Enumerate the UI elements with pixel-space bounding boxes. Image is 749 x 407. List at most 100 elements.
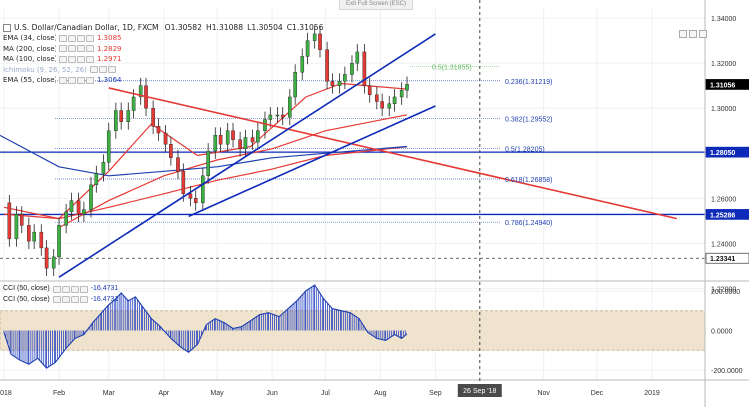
candle-body xyxy=(64,211,68,226)
more-icon[interactable] xyxy=(79,296,88,304)
more-icon[interactable] xyxy=(86,55,94,63)
cci-legend-row[interactable]: CCI (50, close) -16.4731 xyxy=(3,284,118,295)
candle-body xyxy=(27,225,31,242)
close-icon[interactable] xyxy=(77,76,85,84)
indicator-row-ichimoku[interactable]: Ichimoku (9, 26, 52, 26) xyxy=(3,65,323,75)
more-icon[interactable] xyxy=(86,45,94,53)
settings-icon[interactable] xyxy=(61,296,70,304)
candle-body xyxy=(350,62,354,75)
fibonacci-labels: 0.5(1.31855) 0.236(1.31219) 0.382(1.29552)… xyxy=(432,64,552,227)
close-icon[interactable] xyxy=(70,296,79,304)
more-icon[interactable] xyxy=(86,76,94,84)
price-label-box xyxy=(705,146,749,158)
cci-legend-row[interactable]: CCI (50, close) -16.4731 xyxy=(3,295,118,306)
close-icon[interactable] xyxy=(107,66,116,74)
candle-body xyxy=(176,157,180,172)
pane-maximize-icon[interactable] xyxy=(699,30,707,38)
cci-axis[interactable]: -200.0000 0.0000 200.0000 xyxy=(711,289,743,375)
candle-body xyxy=(119,110,123,122)
price-label-box xyxy=(705,252,749,264)
candle-body xyxy=(238,139,242,149)
candle-body xyxy=(76,200,81,215)
candle-body xyxy=(343,74,347,82)
time-tick-label: Jul xyxy=(321,390,330,397)
candle-body xyxy=(405,84,409,91)
close-icon[interactable] xyxy=(77,45,85,53)
ohlc-close: C1.31056 xyxy=(286,23,324,32)
pane-up-icon[interactable] xyxy=(679,30,687,38)
eye-icon[interactable] xyxy=(59,45,67,53)
close-icon[interactable] xyxy=(77,35,85,43)
indicator-row-ema55[interactable]: EMA (55, close) 1.3064 xyxy=(3,75,323,85)
more-icon[interactable] xyxy=(86,35,94,43)
time-tick-label: Aug xyxy=(374,390,387,397)
collapse-icon[interactable] xyxy=(3,24,11,33)
candle-body xyxy=(51,256,56,269)
settings-icon[interactable] xyxy=(98,66,107,74)
indicator-row-ema34[interactable]: EMA (34, close) 1.3085 xyxy=(3,33,323,43)
candle-body xyxy=(399,90,404,98)
symbol-header: U.S. Dollar/Canadian Dollar, 1D, FXCM O1… xyxy=(3,23,323,33)
indicator-name: EMA (34, close) xyxy=(3,34,56,43)
time-tick-label: Apr xyxy=(158,390,170,397)
settings-icon[interactable] xyxy=(68,35,76,43)
close-icon[interactable] xyxy=(77,55,85,63)
exit-fullscreen-button[interactable]: Exit Full Screen (ESC) xyxy=(339,0,413,10)
indicator-row-ma200[interactable]: MA (200, close) 1.2829 xyxy=(3,44,323,54)
candle-body xyxy=(243,137,248,149)
eye-icon[interactable] xyxy=(59,76,67,84)
settings-icon[interactable] xyxy=(68,76,76,84)
settings-icon[interactable] xyxy=(68,55,76,63)
price-tick-label: 1.24000 xyxy=(711,241,736,248)
trendlines[interactable] xyxy=(58,33,678,278)
indicator-controls[interactable] xyxy=(52,296,88,304)
candle-body xyxy=(367,85,372,95)
indicator-controls[interactable] xyxy=(59,55,94,63)
time-tick-label: 2018 xyxy=(0,390,12,397)
candle-body xyxy=(101,162,106,174)
time-tick-label: 2019 xyxy=(644,390,660,397)
fibonacci-label: 0.618(1.26858) xyxy=(505,177,552,184)
time-axis[interactable]: 2018 Feb Mar Apr May Jun Jul Aug Sep Nov Dec 2019 xyxy=(0,390,660,397)
indicator-controls[interactable] xyxy=(59,35,94,43)
indicator-line xyxy=(58,114,408,229)
trendline[interactable] xyxy=(58,33,436,278)
trendline[interactable] xyxy=(108,87,678,220)
close-icon[interactable] xyxy=(70,285,79,293)
indicator-controls[interactable] xyxy=(52,285,88,293)
fibonacci-label: 0.382(1.29552) xyxy=(505,116,552,123)
price-tick-label: 1.34000 xyxy=(711,16,736,23)
indicator-row-ma100[interactable]: MA (100, close) 1.2971 xyxy=(3,54,323,64)
candle-body xyxy=(131,96,136,111)
cci-tick-label: 0.0000 xyxy=(711,329,733,336)
candle-body xyxy=(305,40,310,57)
indicator-controls[interactable] xyxy=(59,76,94,84)
trendline[interactable] xyxy=(188,105,436,218)
candle-body xyxy=(114,110,118,131)
candle-body xyxy=(225,130,230,145)
price-axis-labels: 1.31056 1.28050 1.25286 1.23341 xyxy=(705,79,749,264)
eye-icon[interactable] xyxy=(59,35,67,43)
eye-icon[interactable] xyxy=(59,55,67,63)
settings-icon[interactable] xyxy=(61,285,70,293)
candle-body xyxy=(263,119,267,131)
candle-body xyxy=(355,51,360,64)
fibonacci-label: 0.236(1.31219) xyxy=(505,79,552,86)
price-tick-label: 1.32000 xyxy=(711,61,736,68)
candle-body xyxy=(138,85,143,98)
indicator-controls[interactable] xyxy=(59,45,94,53)
candle-body xyxy=(380,101,384,109)
candle-body xyxy=(156,126,161,134)
cci-series-line xyxy=(3,284,408,369)
indicator-controls[interactable] xyxy=(89,66,116,74)
more-icon[interactable] xyxy=(79,285,88,293)
eye-icon[interactable] xyxy=(89,66,98,74)
pane-down-icon[interactable] xyxy=(689,30,697,38)
eye-icon[interactable] xyxy=(52,296,61,304)
settings-icon[interactable] xyxy=(68,45,76,53)
symbol-title: U.S. Dollar/Canadian Dollar, 1D, FXCM xyxy=(14,23,159,32)
eye-icon[interactable] xyxy=(52,285,61,293)
candle-body xyxy=(151,108,155,127)
price-label-text: 1.28050 xyxy=(710,150,735,157)
